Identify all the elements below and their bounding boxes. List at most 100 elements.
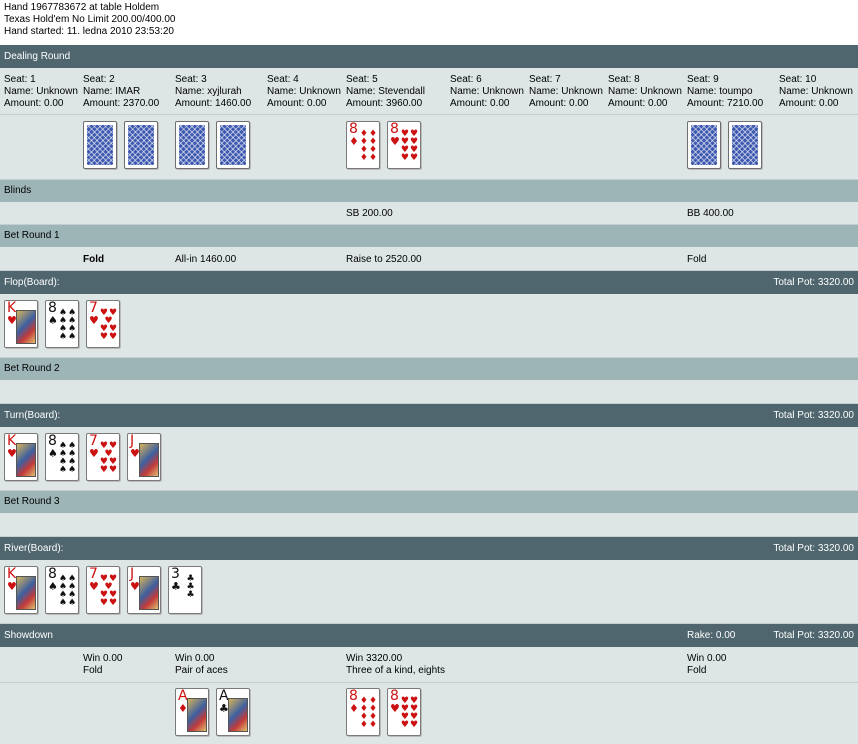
seat-amount: Amount: 0.00 [4,98,64,109]
card-back [687,121,721,169]
card-back [124,121,158,169]
seat9-result: Win 0.00 Fold [687,653,726,677]
seat-name: Name: toumpo [687,86,753,97]
seat-8: Seat: 8 Name: Unknown Amount: 0.00 [608,74,682,110]
card-pips: ♥♥ ♥♥ ♥♥ ♥♥ [400,129,420,163]
card-rank: 8 [48,433,57,449]
card-rank: 7 [89,433,98,449]
seat-name: Name: Unknown [267,86,341,97]
card-pips: ♠♠ ♠♠ ♠♠ ♠♠ [58,441,78,475]
win-amount: Win 0.00 [83,653,123,664]
seat-name: Name: Stevendall [346,86,425,97]
total-pot: Total Pot: 3320.00 [773,410,854,421]
seat-name: Name: IMAR [83,86,141,97]
game-type: Texas Hold'em No Limit 200.00/400.00 [4,14,176,25]
card-pips: ♦♦ ♦♦ ♦♦ ♦♦ [359,129,379,163]
turn-cards-row: K ♥ 8 ♠ ♠♠ ♠♠ ♠♠ ♠♠ 7 ♥ ♥♥ ♥ ♥♥ ♥♥ J ♥ [0,427,858,491]
diamonds-icon: ♦ [178,702,188,715]
section-title: Dealing Round [4,51,71,62]
card-pips: ♠♠ ♠♠ ♠♠ ♠♠ [58,574,78,608]
card-rank: J [130,433,135,449]
seat-amount: Amount: 0.00 [529,98,589,109]
clubs-icon: ♣ [219,702,229,715]
card-pips: ♥♥ ♥♥ ♥♥ ♥♥ [400,696,420,730]
spades-icon: ♠ [48,580,58,593]
seat-amount: Amount: 1460.00 [175,98,252,109]
seat-name: Name: Unknown [779,86,853,97]
win-amount: Win 0.00 [687,653,727,664]
seat-number: Seat: 3 [175,74,207,85]
rake: Rake: 0.00 [687,630,736,641]
card-rank: 7 [89,300,98,316]
big-blind: BB 400.00 [687,208,734,219]
hearts-icon: ♥ [7,447,17,460]
hearts-icon: ♥ [130,580,140,593]
seat-name: Name: Unknown [4,86,78,97]
seat-amount: Amount: 2370.00 [83,98,160,109]
card-rank: 8 [349,688,358,704]
card-rank: K [7,300,17,316]
face-card-art [16,310,36,344]
section-title: Blinds [4,185,32,196]
card-rank: 3 [171,566,180,582]
dealing-round-header: Dealing Round [0,45,858,68]
card-8-diamonds: 8 ♦ ♦♦ ♦♦ ♦♦ ♦♦ [346,121,380,169]
seat-amount: Amount: 0.00 [779,98,839,109]
seat-10: Seat: 10 Name: Unknown Amount: 0.00 [779,74,853,110]
section-title: Bet Round 1 [4,230,60,241]
seat-name: Name: Unknown [529,86,603,97]
card-back [83,121,117,169]
hole-cards-row: 8 ♦ ♦♦ ♦♦ ♦♦ ♦♦ 8 ♥ ♥♥ ♥♥ ♥♥ ♥♥ [0,115,858,180]
bet-round-3-row [0,513,858,537]
card-rank: 8 [390,688,399,704]
river-cards-row: K ♥ 8 ♠ ♠♠ ♠♠ ♠♠ ♠♠ 7 ♥ ♥♥ ♥ ♥♥ ♥♥ J ♥ 3 ♣ ♣ ♣ ♣ [0,560,858,624]
seat2-result: Win 0.00 Fold [83,653,122,677]
seat-number: Seat: 2 [83,74,115,85]
section-title: Turn(Board): [4,410,61,421]
seat-amount: Amount: 0.00 [450,98,510,109]
hearts-icon: ♥ [7,580,17,593]
card-pips: ♥♥ ♥ ♥♥ ♥♥ [99,308,119,342]
diamonds-icon: ♦ [349,135,359,148]
turn-header: Turn(Board): Total Pot: 3320.00 [0,404,858,427]
hearts-icon: ♥ [390,135,400,148]
face-card-art [16,443,36,477]
card-8-hearts: 8 ♥ ♥♥ ♥♥ ♥♥ ♥♥ [387,121,421,169]
seat-5: Seat: 5 Name: Stevendall Amount: 3960.00 [346,74,425,110]
blinds-header: Blinds [0,180,858,202]
hand-header: Hand 1967783672 at table Holdem Texas Ho… [0,0,858,45]
total-pot: Total Pot: 3320.00 [773,630,854,641]
card-j-hearts: J ♥ [127,433,161,481]
showdown-results-row: Win 0.00 Fold Win 0.00 Pair of aces Win … [0,647,858,683]
seat3-action: All-in 1460.00 [175,254,237,265]
seat-number: Seat: 9 [687,74,719,85]
hearts-icon: ♥ [7,314,17,327]
bet-round-3-header: Bet Round 3 [0,491,858,513]
card-a-diamonds: A ♦ [175,688,209,736]
face-card-art [16,576,36,610]
card-back [175,121,209,169]
card-rank: J [130,566,135,582]
card-rank: A [219,688,229,704]
card-rank: 8 [48,300,57,316]
hand-id: Hand 1967783672 at table Holdem [4,2,160,13]
hand-description: Three of a kind, eights [346,665,445,676]
blinds-row: SB 200.00 BB 400.00 [0,202,858,225]
card-k-hearts: K ♥ [4,433,38,481]
hand-description: Fold [83,665,103,676]
card-back [728,121,762,169]
seat-amount: Amount: 0.00 [608,98,668,109]
seat-number: Seat: 6 [450,74,482,85]
face-card-art [139,576,159,610]
seat-2: Seat: 2 Name: IMAR Amount: 2370.00 [83,74,159,110]
seat-number: Seat: 5 [346,74,378,85]
bet-round-1-row: Fold All-in 1460.00 Raise to 2520.00 Fol… [0,247,858,271]
seat-4: Seat: 4 Name: Unknown Amount: 0.00 [267,74,341,110]
card-8-diamonds: 8 ♦ ♦♦ ♦♦ ♦♦ ♦♦ [346,688,380,736]
card-rank: 8 [390,121,399,137]
seat-name: Name: xyjlurah [175,86,242,97]
card-pips: ♥♥ ♥ ♥♥ ♥♥ [99,574,119,608]
card-rank: K [7,433,17,449]
hearts-icon: ♥ [89,447,99,460]
seat2-action: Fold [83,254,105,265]
